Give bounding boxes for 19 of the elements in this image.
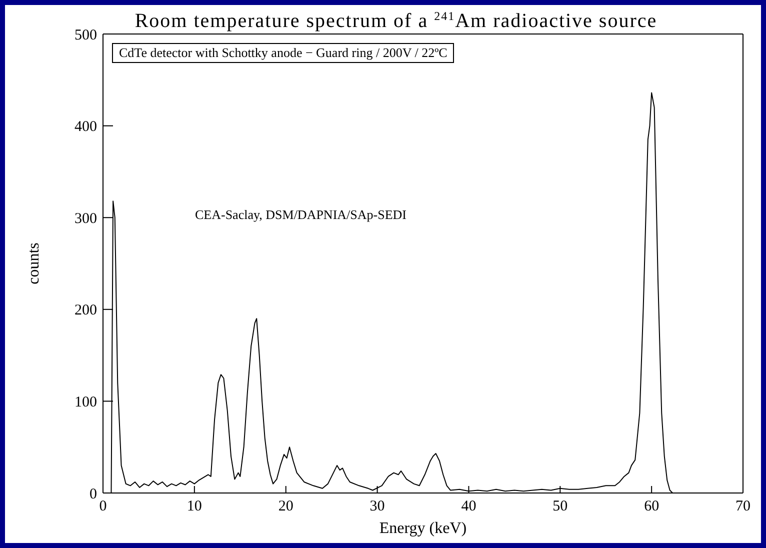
y-tick-label: 100 <box>74 394 97 411</box>
y-tick-label: 300 <box>74 210 97 227</box>
x-tick-label: 60 <box>644 498 660 515</box>
x-tick-label: 20 <box>278 498 294 515</box>
y-tick-label: 200 <box>74 302 97 319</box>
x-tick-label: 10 <box>186 498 202 515</box>
x-tick-label: 70 <box>736 498 750 515</box>
x-tick-label: 50 <box>552 498 568 515</box>
y-axis-title: counts <box>26 242 43 284</box>
y-tick-label: 0 <box>90 486 97 502</box>
y-tick-label: 500 <box>74 27 97 44</box>
annotation: CdTe detector with Schottky anode − Guard ring / 200V / 22ºC <box>112 43 454 63</box>
y-tick-label: 400 <box>74 119 97 136</box>
x-axis-title: Energy (keV) <box>379 520 467 537</box>
x-tick-label: 30 <box>370 498 385 515</box>
x-tick-label: 40 <box>461 498 476 515</box>
annotation: CEA-Saclay, DSM/DAPNIA/SAp-SEDI <box>195 207 406 223</box>
chart-title: Room temperature spectrum of a $^{241}$Am radioactive source <box>134 9 658 32</box>
x-tick-label: 0 <box>99 498 107 515</box>
